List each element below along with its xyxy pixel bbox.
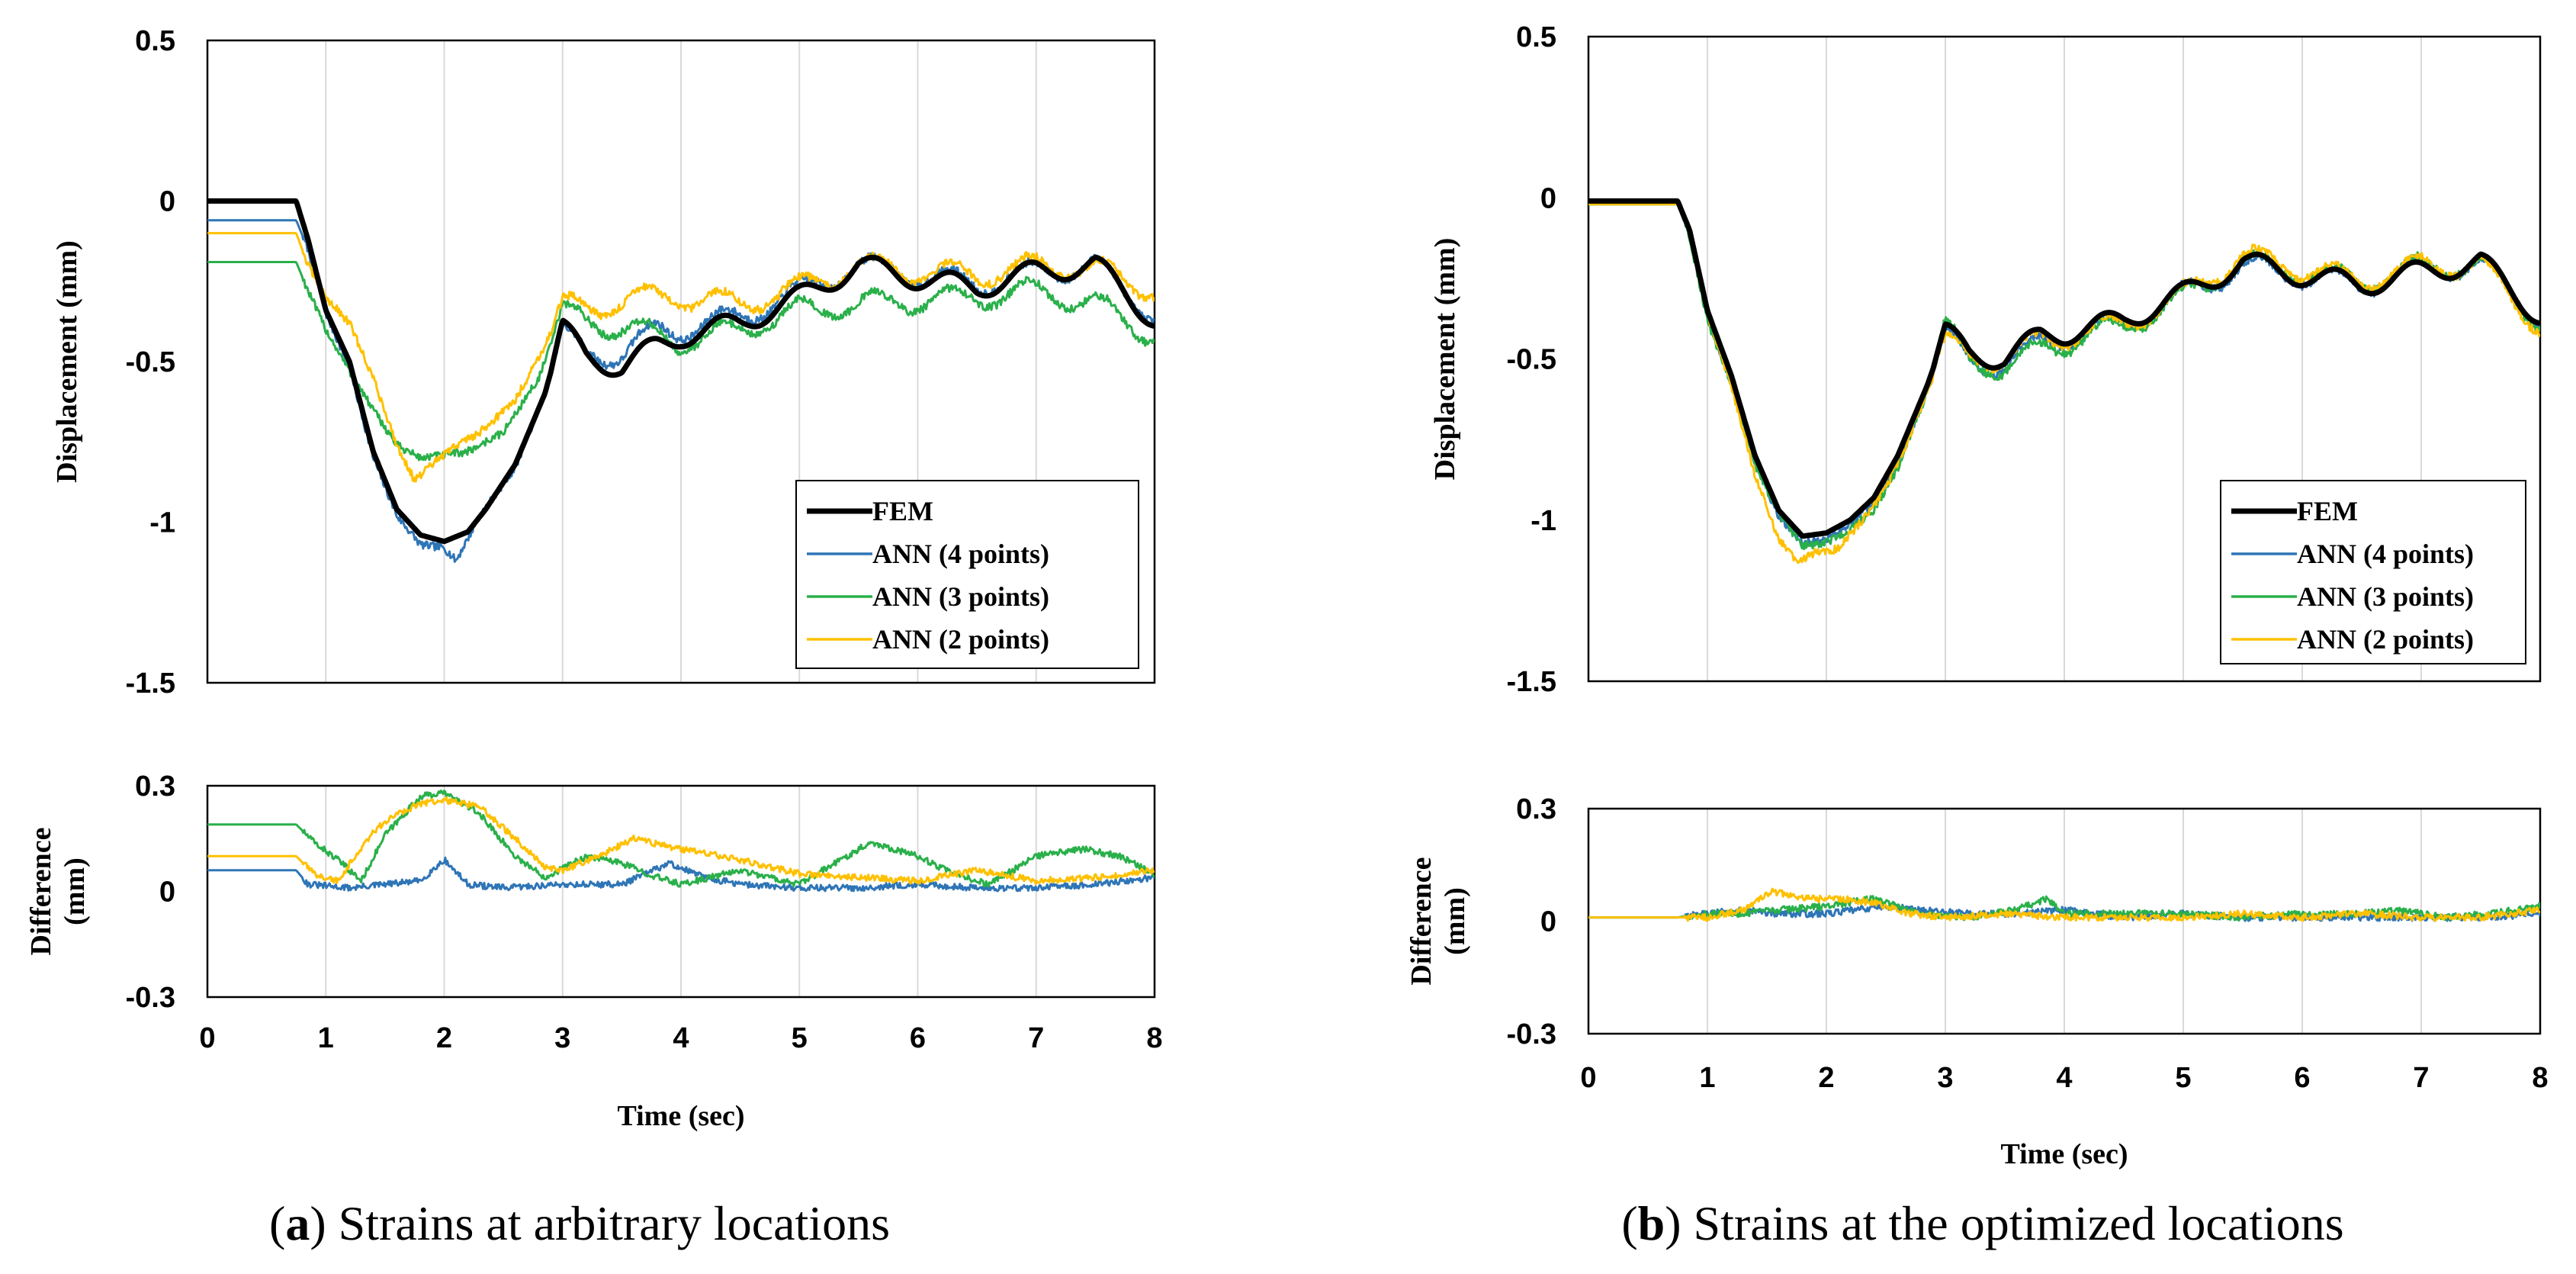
panel-b-xlabel: Time (sec) — [2000, 1138, 2128, 1170]
panel-b-bottom-ylabel: Difference(mm) — [1405, 857, 1471, 985]
panel-a-xtick-label: 6 — [910, 1022, 926, 1054]
panel-a-top-ytick-label: -1.5 — [126, 668, 175, 700]
panel-b-top-plot: 0.5 0 -0.5 -1 -1.5 Displacement (mm) — [1429, 21, 2542, 698]
panel-b-top-frame — [1587, 35, 2542, 683]
panel-a-top-series-fem — [207, 198, 1155, 545]
panel-b-caption-letter: b — [1638, 1196, 1665, 1250]
panel-b-bottom-frame — [1587, 807, 2542, 1035]
panel-b-bottom-ytick-label: -0.3 — [1507, 1018, 1556, 1050]
panel-a-top-ylabel: Displacement (mm) — [51, 240, 83, 483]
panel-b-top-ylabel: Displacement (mm) — [1429, 238, 1461, 481]
panel-a-top-series-ann-3-points — [207, 261, 1155, 462]
panel-a-caption-text: Strains at arbitrary locations — [339, 1196, 890, 1250]
panel-a-xtick-label: 7 — [1028, 1022, 1044, 1054]
panel-b-xtick-label: 4 — [2056, 1062, 2072, 1094]
panel-b-bottom-series-ann-2-points — [1588, 887, 2540, 922]
panel-b-top-ytick-label: 0.5 — [1516, 21, 1556, 53]
panel-b-top-series-fem — [1588, 198, 2540, 539]
panel-b-xtick-label: 8 — [2532, 1062, 2548, 1094]
panel-a-bottom-ytick-label: -0.3 — [126, 982, 175, 1014]
panel-b-top-ytick-label: -1 — [1531, 505, 1556, 537]
panel-a-bottom-ytick-label: 0 — [159, 877, 175, 909]
panel-a-top-ytick-label: -1 — [149, 507, 175, 539]
panel-b-xtick-label: 1 — [1699, 1062, 1715, 1094]
panel-b-top-ytick-label: -0.5 — [1507, 344, 1556, 376]
panel-a-xtick-label: 4 — [673, 1022, 689, 1054]
panel-a-xlabel: Time (sec) — [617, 1100, 744, 1132]
panel-a-bottom-frame — [206, 784, 1156, 999]
panel-b-legend-label: ANN (4 points) — [2297, 539, 2474, 569]
panel-b-xtick-label: 3 — [1937, 1062, 1953, 1094]
panel-b-legend-label: FEM — [2297, 496, 2358, 526]
panel-a-xtick-label: 1 — [318, 1022, 334, 1054]
panel-a-xtick-label: 0 — [199, 1022, 215, 1054]
panel-a-top-ytick-label: 0.5 — [135, 25, 175, 57]
panel-b-top-series-ann-2-points — [1588, 203, 2540, 565]
panel-a-top-ytick-label: -0.5 — [126, 346, 175, 378]
panel-b-xtick-label: 6 — [2294, 1062, 2310, 1094]
panel-a-bottom-ylabel: Difference(mm) — [25, 827, 91, 955]
panel-b-xtick-label: 7 — [2413, 1062, 2429, 1094]
panel-b-bottom-plot: 0.3 0 -0.3 Difference(mm) 0 1 2 3 4 5 6 7 8 — [1405, 793, 2548, 1094]
panel-b-bottom-ytick-label: 0.3 — [1516, 793, 1556, 825]
panel-b-legend-label: ANN (2 points) — [2297, 624, 2474, 655]
panel-a-bottom-plot: 0.3 0 -0.3 Difference(mm) 0 1 2 3 4 5 6 7 8 — [25, 771, 1162, 1054]
panel-a-legend-label: FEM — [872, 496, 933, 526]
panel-a-top-series-ann-2-points — [207, 232, 1155, 483]
panel-b-xtick-label: 5 — [2175, 1062, 2191, 1094]
panel-b-xtick-label: 2 — [1818, 1062, 1834, 1094]
panel-b-caption: (b) Strains at the optimized locations — [1621, 1196, 2343, 1250]
panel-a-bottom-series-ann-3-points — [207, 790, 1155, 888]
panel-a-bottom-ytick-label: 0.3 — [135, 771, 175, 803]
panel-b-top-ytick-label: 0 — [1540, 182, 1556, 214]
panel-a-top-plot: 0.5 0 -0.5 -1 -1.5 Displacement (mm) — [51, 25, 1156, 700]
panel-b-caption-text: Strains at the optimized locations — [1694, 1196, 2344, 1250]
panel-b-xtick-label: 0 — [1580, 1062, 1596, 1094]
panel-b-legend: FEM ANN (4 points) ANN (3 points) ANN (2 po… — [2220, 480, 2526, 664]
panel-a-xtick-label: 2 — [436, 1022, 452, 1054]
panel-b-top-ytick-label: -1.5 — [1507, 666, 1556, 698]
panel-a-legend-label: ANN (4 points) — [872, 539, 1049, 569]
panel-a-top-ytick-label: 0 — [159, 186, 175, 218]
panel-a-top-frame — [206, 39, 1156, 684]
panel-a-xtick-label: 5 — [792, 1022, 808, 1054]
panel-a-legend: FEM ANN (4 points) ANN (3 points) ANN (2 po… — [795, 480, 1139, 669]
panel-a-legend-label: ANN (3 points) — [872, 581, 1049, 612]
panel-b-legend-label: ANN (3 points) — [2297, 581, 2474, 612]
panel-a-xtick-label: 8 — [1146, 1022, 1162, 1054]
panel-a-caption-letter: a — [285, 1196, 310, 1250]
panel-a-legend-label: ANN (2 points) — [872, 624, 1049, 655]
panel-b-bottom-ytick-label: 0 — [1540, 906, 1556, 938]
panel-a-caption: (a) Strains at arbitrary locations — [269, 1196, 890, 1250]
panel-a-bottom-series-ann-4-points — [207, 856, 1155, 893]
panel-a-bottom-series-ann-2-points — [207, 796, 1155, 886]
panel-a-xtick-label: 3 — [554, 1022, 570, 1054]
